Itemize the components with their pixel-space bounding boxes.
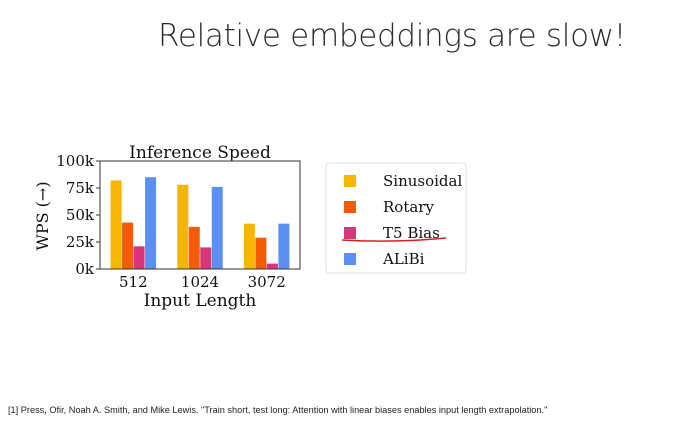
x-tick-label: 512 bbox=[119, 273, 148, 291]
bar-rotary-512 bbox=[122, 222, 134, 269]
bar-alibi-512 bbox=[145, 177, 157, 269]
slide-title: Relative embeddings are slow! bbox=[158, 18, 626, 54]
legend-label-t5-bias: T5 Bias bbox=[383, 224, 440, 242]
y-tick-label: 75k bbox=[66, 179, 95, 197]
legend-swatch-rotary bbox=[344, 201, 356, 213]
legend-swatch-t5-bias bbox=[344, 227, 356, 239]
y-tick-label: 100k bbox=[56, 152, 95, 170]
legend-swatch-sinusoidal bbox=[344, 175, 356, 187]
x-tick-label: 3072 bbox=[248, 273, 286, 291]
bar-alibi-1024 bbox=[211, 186, 223, 269]
legend-box bbox=[325, 162, 467, 274]
legend-label-alibi: ALiBi bbox=[382, 250, 425, 268]
y-axis-label: WPS (→) bbox=[33, 181, 52, 250]
y-tick-label: 25k bbox=[66, 233, 95, 251]
t5-bias-underline-annotation bbox=[341, 237, 447, 242]
citation: [1] Press, Ofir, Noah A. Smith, and Mike… bbox=[8, 405, 548, 415]
x-tick-label: 1024 bbox=[181, 273, 219, 291]
bar-sinusoidal-3072 bbox=[243, 223, 255, 269]
legend-swatch-alibi bbox=[344, 253, 356, 265]
bar-sinusoidal-512 bbox=[110, 180, 122, 269]
y-tick-label: 0k bbox=[75, 260, 95, 278]
bar-t5-bias-3072 bbox=[266, 263, 278, 269]
y-tick-label: 50k bbox=[66, 206, 95, 224]
bar-rotary-3072 bbox=[255, 237, 267, 269]
legend-label-sinusoidal: Sinusoidal bbox=[383, 172, 462, 190]
bar-sinusoidal-1024 bbox=[177, 184, 189, 269]
bar-alibi-3072 bbox=[278, 223, 290, 269]
x-axis-label: Input Length bbox=[144, 291, 257, 311]
bar-t5-bias-512 bbox=[133, 246, 145, 269]
bar-rotary-1024 bbox=[188, 226, 200, 269]
plot-frame bbox=[99, 160, 301, 270]
chart-title: Inference Speed bbox=[129, 143, 271, 163]
bar-t5-bias-1024 bbox=[200, 247, 212, 269]
legend-label-rotary: Rotary bbox=[383, 198, 434, 216]
